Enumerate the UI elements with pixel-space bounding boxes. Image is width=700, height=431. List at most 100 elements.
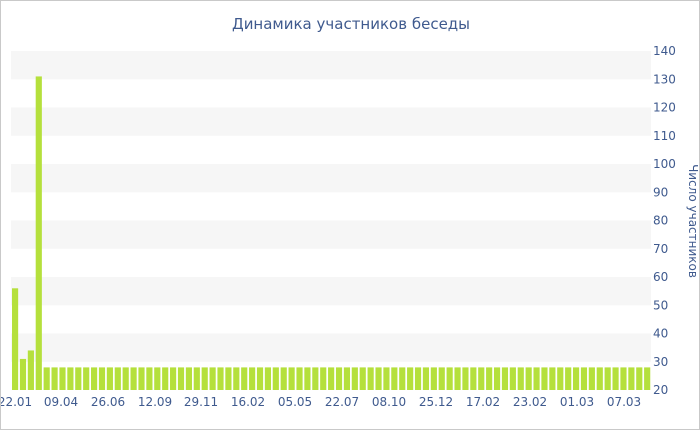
bar bbox=[501, 367, 509, 390]
grid-band bbox=[11, 51, 651, 80]
y-tick-label: 120 bbox=[653, 101, 676, 115]
bars bbox=[12, 76, 651, 391]
bar bbox=[59, 367, 66, 390]
y-tick-label: 50 bbox=[653, 298, 668, 312]
bar bbox=[399, 367, 406, 390]
y-tick-label: 40 bbox=[653, 327, 668, 341]
bar bbox=[130, 367, 137, 390]
bar bbox=[225, 367, 232, 390]
x-axis-ticks: 22.01 09.04 26.06 12.09 29.11 16.02 05.05 22.07… bbox=[1, 395, 641, 409]
bar bbox=[533, 367, 540, 390]
bar bbox=[35, 76, 42, 391]
chart-title: Динамика участников беседы bbox=[232, 15, 470, 33]
bar bbox=[462, 367, 469, 390]
bar bbox=[217, 367, 224, 390]
bar bbox=[438, 367, 445, 390]
x-tick-label: 23.02 bbox=[513, 395, 547, 409]
bar bbox=[264, 367, 271, 390]
grid-band bbox=[11, 277, 651, 306]
y-tick-label: 140 bbox=[653, 44, 676, 58]
bar bbox=[249, 367, 256, 390]
bar bbox=[414, 367, 422, 390]
x-tick-label: 29.11 bbox=[184, 395, 218, 409]
bar bbox=[644, 367, 651, 390]
bar bbox=[557, 367, 564, 390]
bar bbox=[572, 367, 580, 390]
bar bbox=[407, 367, 414, 390]
bar bbox=[241, 367, 248, 390]
bar bbox=[620, 367, 627, 390]
bar bbox=[19, 358, 27, 390]
x-tick-label: 05.05 bbox=[278, 395, 312, 409]
bar bbox=[83, 367, 90, 390]
bar bbox=[565, 367, 572, 390]
bar bbox=[312, 367, 319, 390]
bar bbox=[612, 367, 619, 390]
bar bbox=[12, 288, 19, 390]
bar bbox=[75, 367, 82, 390]
x-tick-label: 16.02 bbox=[231, 395, 265, 409]
bar bbox=[256, 367, 264, 390]
bar bbox=[122, 367, 129, 390]
bar bbox=[509, 367, 516, 390]
bar bbox=[486, 367, 493, 390]
bar bbox=[98, 367, 106, 390]
bar bbox=[549, 367, 556, 390]
y-tick-label: 90 bbox=[653, 185, 668, 199]
bar bbox=[470, 367, 477, 390]
x-tick-label: 26.06 bbox=[91, 395, 125, 409]
x-tick-label: 09.04 bbox=[44, 395, 78, 409]
x-tick-label: 01.03 bbox=[560, 395, 594, 409]
bar bbox=[541, 367, 548, 390]
bar bbox=[146, 367, 153, 390]
x-tick-label: 12.09 bbox=[138, 395, 172, 409]
bar bbox=[454, 367, 461, 390]
bar bbox=[51, 367, 58, 390]
grid-band bbox=[11, 220, 651, 249]
bar bbox=[201, 367, 208, 390]
bar bbox=[383, 367, 390, 390]
bar bbox=[91, 367, 98, 390]
bar bbox=[628, 367, 635, 390]
grid-band bbox=[11, 333, 651, 362]
bar bbox=[596, 367, 603, 390]
bar bbox=[636, 367, 643, 390]
bar bbox=[170, 367, 177, 390]
bar bbox=[375, 367, 382, 390]
bar bbox=[296, 367, 303, 390]
bar bbox=[343, 367, 351, 390]
bar bbox=[154, 367, 161, 390]
x-tick-label: 22.07 bbox=[325, 395, 359, 409]
bar bbox=[351, 367, 358, 390]
grid-bands bbox=[11, 51, 651, 362]
bar bbox=[106, 367, 113, 390]
bar bbox=[525, 367, 532, 390]
y-axis-ticks: 20 30 40 50 60 70 80 90 100 110 120 130 140 bbox=[653, 44, 676, 397]
bar bbox=[328, 367, 335, 390]
bar bbox=[27, 350, 34, 390]
bar bbox=[446, 367, 453, 390]
bar bbox=[162, 367, 169, 390]
bar bbox=[391, 367, 398, 390]
y-tick-label: 70 bbox=[653, 242, 668, 256]
bar bbox=[422, 367, 430, 390]
bar bbox=[177, 367, 185, 390]
bar bbox=[335, 367, 343, 390]
bar bbox=[280, 367, 287, 390]
bar bbox=[193, 367, 200, 390]
x-tick-label: 17.02 bbox=[466, 395, 500, 409]
bar bbox=[304, 367, 311, 390]
bar bbox=[493, 367, 501, 390]
bar bbox=[272, 367, 279, 390]
bar bbox=[430, 367, 437, 390]
bar bbox=[604, 367, 611, 390]
bar bbox=[320, 367, 327, 390]
x-tick-label: 22.01 bbox=[1, 395, 32, 409]
bar bbox=[359, 367, 366, 390]
bar bbox=[517, 367, 524, 390]
bar bbox=[43, 367, 50, 390]
x-tick-label: 25.12 bbox=[419, 395, 453, 409]
bar bbox=[588, 367, 595, 390]
